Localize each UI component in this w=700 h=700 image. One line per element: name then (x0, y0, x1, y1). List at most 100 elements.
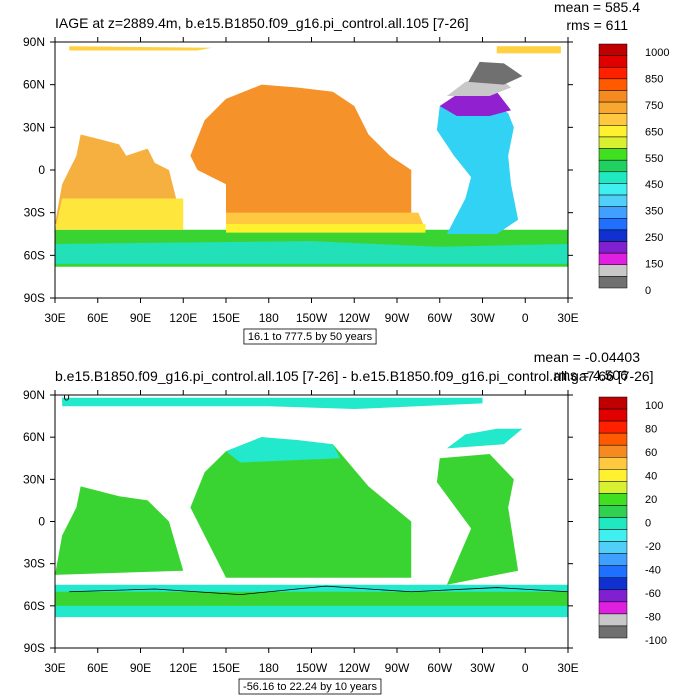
colorbar-swatch (598, 432, 628, 446)
colorbar-swatch (598, 553, 628, 566)
info-box-frame (238, 678, 382, 695)
region-southern-ocean-deep (55, 241, 568, 264)
colorbar-swatch (598, 252, 628, 266)
colorbar-label: 40 (645, 471, 657, 483)
contour-label: 0 (64, 392, 70, 404)
x-tick-label: 120W (339, 311, 371, 325)
region-north-atlantic (446, 428, 523, 449)
region-north-atlantic (439, 91, 511, 116)
region-nordic-seas (468, 61, 523, 85)
colorbar-swatch (598, 78, 628, 91)
x-tick-label: 30W (470, 311, 495, 325)
contour-line (69, 585, 568, 595)
x-tick-label: 150E (212, 661, 240, 675)
colorbar-swatch (598, 66, 628, 80)
colorbar-label: 450 (645, 179, 663, 191)
y-tick-label: 90S (24, 641, 45, 655)
colorbar-swatch (598, 493, 628, 506)
colorbar-label: 750 (645, 100, 663, 112)
x-axis: 30E 60E 90E 120E 150E 180 150W 120W 90W 60W 30W 0 30… (44, 390, 579, 675)
colorbar-swatch (598, 541, 628, 554)
x-tick-label: 60W (427, 661, 452, 675)
y-tick-label: 0 (38, 515, 45, 529)
x-tick-label: 90E (130, 311, 151, 325)
colorbar-label: 150 (645, 259, 663, 271)
colorbar-swatch (598, 529, 628, 542)
chart-title: IAGE at z=2889.4m, b.e15.B1850.f09_g16.p… (55, 15, 469, 31)
region-north-pacific (226, 437, 340, 463)
info-box-frame (243, 328, 377, 345)
x-tick-label: 180 (259, 661, 279, 675)
colorbar-swatch (598, 396, 628, 410)
colorbar-swatch (598, 601, 628, 615)
panel-1: 30E 60E 90E 120E 150E 180 150W 120W 90W 60W 30W 0 30… (23, 0, 669, 345)
x-tick-label: 90E (130, 661, 151, 675)
y-tick-label: 90S (24, 291, 45, 305)
rms-value: rms = 4.506 (554, 367, 629, 383)
x-tick-label: 30E (44, 311, 65, 325)
colorbar-swatch (598, 194, 628, 207)
y-tick-label: 90N (23, 388, 45, 402)
colorbar-swatch (598, 481, 628, 494)
y-tick-label: 60N (23, 430, 45, 444)
colorbar-swatch (598, 183, 628, 196)
map-area: 0 (55, 392, 568, 618)
mean-value: mean = -0.04403 (534, 349, 640, 365)
colorbar: 1000 850 750 650 550 450 350 250 150 0 (598, 43, 669, 297)
rms-value: rms = 611 (566, 17, 628, 33)
y-tick-label: 60S (24, 599, 45, 613)
colorbar-swatch (598, 264, 628, 277)
colorbar-swatch (598, 43, 628, 56)
colorbar-swatch (598, 625, 628, 639)
colorbar-swatch (598, 444, 628, 458)
colorbar-swatch (598, 90, 628, 103)
info-box: 16.1 to 777.5 by 50 years (243, 328, 377, 345)
colorbar-swatch (598, 505, 628, 518)
colorbar-swatch (598, 55, 628, 68)
y-tick-label: 30S (24, 557, 45, 571)
colorbar-swatch (598, 113, 628, 126)
colorbar-label: -20 (645, 541, 661, 553)
colorbar-label: 1000 (645, 47, 669, 59)
x-tick-label: 0 (522, 311, 529, 325)
colorbar-label: 250 (645, 232, 663, 244)
colorbar-label: -80 (645, 612, 661, 624)
colorbar-label: -100 (645, 635, 667, 647)
colorbar-swatch (598, 517, 628, 530)
colorbar-swatch (598, 276, 628, 289)
colorbar-label: 20 (645, 494, 657, 506)
x-tick-label: 30E (557, 661, 578, 675)
colorbar-swatch (598, 420, 628, 434)
region-pacific-band (226, 224, 426, 233)
colorbar-swatch (598, 241, 628, 254)
colorbar-swatch (598, 589, 628, 603)
x-tick-label: 120E (169, 661, 197, 675)
region-indian (55, 486, 184, 575)
colorbar-label: -60 (645, 588, 661, 600)
x-tick-label: 0 (522, 661, 529, 675)
colorbar-label: 100 (645, 400, 663, 412)
x-tick-label: 150W (296, 661, 328, 675)
y-tick-label: 0 (38, 163, 45, 177)
colorbar-swatch (598, 206, 628, 219)
info-text: 16.1 to 777.5 by 50 years (248, 331, 373, 343)
x-tick-label: 120E (169, 311, 197, 325)
colorbar-swatch (598, 136, 628, 149)
x-axis: 30E 60E 90E 120E 150E 180 150W 120W 90W 60W 30W 0 30… (44, 37, 579, 325)
x-tick-label: 60E (87, 311, 108, 325)
y-tick-label: 30N (23, 472, 45, 486)
region-atlantic (436, 98, 519, 234)
colorbar-label: 0 (645, 285, 651, 297)
colorbar-swatch (598, 229, 628, 242)
x-tick-label: 180 (259, 311, 279, 325)
region-indian-south (55, 198, 184, 230)
colorbar-label: 0 (645, 518, 651, 530)
info-text: -56.16 to 22.24 by 10 years (243, 681, 377, 693)
x-tick-label: 120W (339, 661, 371, 675)
x-tick-label: 150W (296, 311, 328, 325)
colorbar-swatch (598, 101, 628, 114)
region-arctic (62, 397, 483, 410)
colorbar-label: 350 (645, 206, 663, 218)
region-southern-band (55, 591, 568, 606)
colorbar-swatch (598, 218, 628, 231)
